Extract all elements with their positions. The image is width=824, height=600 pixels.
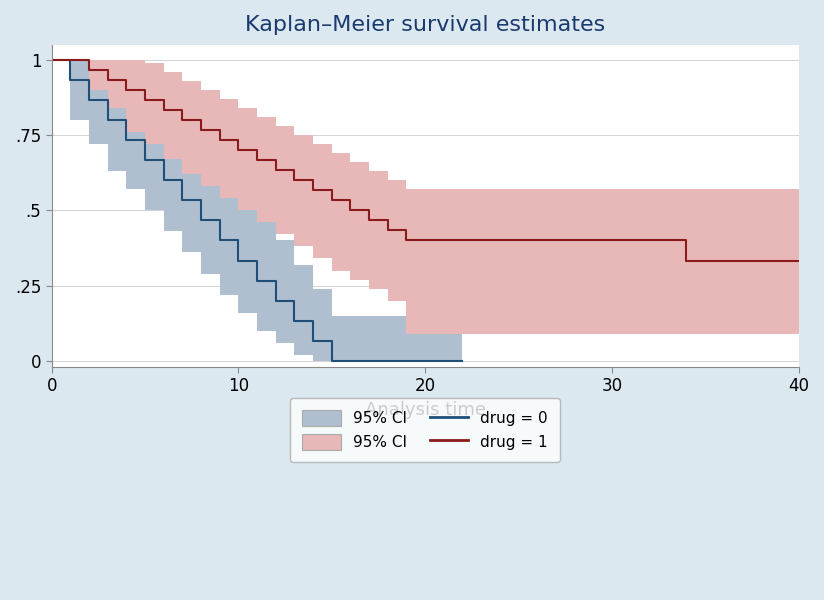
Title: Kaplan–Meier survival estimates: Kaplan–Meier survival estimates xyxy=(245,15,606,35)
Legend: 95% CI, 95% CI, drug = 0, drug = 1: 95% CI, 95% CI, drug = 0, drug = 1 xyxy=(290,398,560,462)
X-axis label: Analysis time: Analysis time xyxy=(365,401,485,419)
